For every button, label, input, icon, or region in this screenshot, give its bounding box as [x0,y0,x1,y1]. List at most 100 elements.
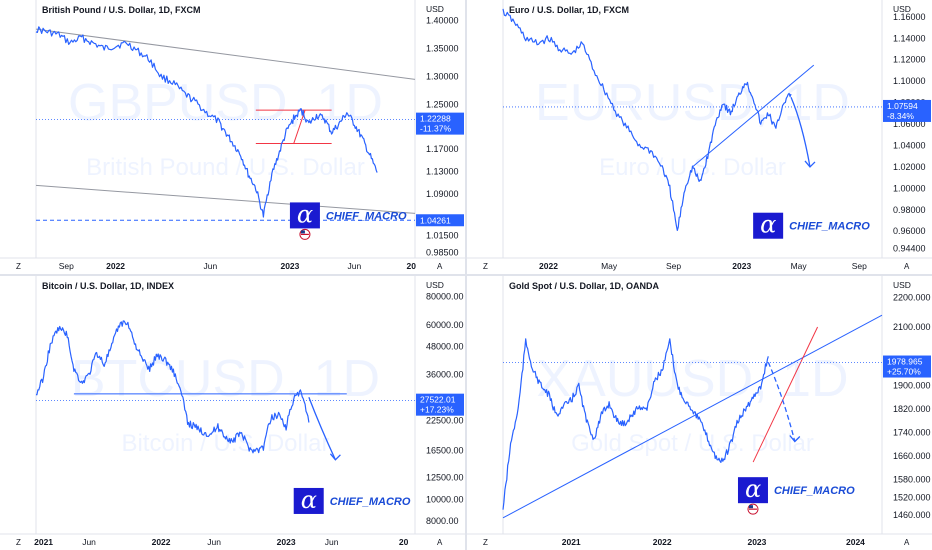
alpha-icon: α [297,200,313,228]
x-tick-label: 2022 [152,537,171,547]
y-tick-label: 10000.00 [426,494,464,504]
y-tick-label: 1.17000 [426,144,459,154]
watermark-symbol: EURUSD, 1D [535,74,850,132]
y-tick-label: 1.10000 [893,76,926,86]
y-tick-label: 0.96000 [893,226,926,236]
x-tick-label: Jun [207,537,221,547]
x-tick-label: Jun [82,537,96,547]
red-trendline [752,326,819,463]
y-tick-label: 1.16000 [893,12,926,22]
price-series-line [35,26,378,218]
alpha-icon: α [301,486,317,514]
y-tick-label: 48000.00 [426,341,464,351]
x-tick-label: Sep [666,261,681,271]
watermark-description: Gold Spot / U.S. Dollar [571,430,814,457]
price-unit: USD [893,280,911,290]
y-tick-label: 1.00000 [893,183,926,193]
x-tick-label: May [791,261,808,271]
price-unit: USD [893,4,911,14]
zoom-button[interactable]: Z [16,262,21,271]
x-tick-label: Jun [348,261,362,271]
current-price-label-bg [883,355,931,378]
y-tick-label: 8000.00 [426,516,459,526]
current-change-label: +25.70% [887,367,921,377]
watermark-description: British Pound / U.S. Dollar [86,154,365,181]
x-tick-label: 2024 [846,537,865,547]
x-tick-label: 2021 [34,537,53,547]
y-tick-label: 1.09000 [426,189,459,199]
chart-panel-xauusd[interactable]: XAUUSD, 1D Gold Spot / U.S. Dollar Gold Sp… [467,276,932,550]
y-tick-label: 1.13000 [426,166,459,176]
x-tick-label: 20 [406,261,416,271]
y-tick-label: 1.25000 [426,99,459,109]
y-tick-label: 0.98000 [893,205,926,215]
chart-title: British Pound / U.S. Dollar, 1D, FXCM [42,5,201,15]
auto-scale-button[interactable]: A [437,262,443,271]
y-tick-label: 2200.000 [893,293,931,303]
forecast-arrow [308,397,336,461]
auto-scale-button[interactable]: A [904,262,910,271]
y-tick-label: 22500.00 [426,415,464,425]
x-tick-label: 2022 [653,537,672,547]
auto-scale-button[interactable]: A [904,538,910,547]
x-tick-label: 20 [399,537,409,547]
price-series-line [502,8,792,231]
current-price-label-bg [883,99,931,122]
x-tick-label: Jun [203,261,217,271]
price-series-line [35,320,310,454]
x-tick-label: 2022 [539,261,558,271]
auto-scale-button[interactable]: A [437,538,443,547]
forecast-arrowhead [329,453,341,461]
y-tick-label: 1.04000 [893,140,926,150]
breakout-line [293,109,306,144]
alpha-icon: α [745,475,761,503]
zoom-button[interactable]: Z [483,538,488,547]
x-tick-label: 2023 [747,537,766,547]
brand-name: CHIEF_MACRO [774,485,855,497]
flag-canton [748,505,753,509]
price-unit: USD [426,4,444,14]
price-series-line [502,338,769,510]
current-price-label: 27522.01 [420,395,456,405]
current-change-label: -11.37% [420,124,451,134]
chart-svg-xauusd: XAUUSD, 1D Gold Spot / U.S. Dollar Gold Sp… [467,276,932,547]
trendline [692,64,815,168]
trendline [35,184,416,214]
y-tick-label: 1820.000 [893,404,931,414]
alpha-icon: α [760,211,776,239]
y-tick-label: 2100.000 [893,322,931,332]
x-tick-label: Sep [59,261,74,271]
y-tick-label: 80000.00 [426,292,464,302]
y-tick-label: 36000.00 [426,370,464,380]
chart-panel-gbpusd[interactable]: GBPUSD, 1D British Pound / U.S. Dollar Bri… [0,0,465,274]
y-tick-label: 1900.000 [893,381,931,391]
chart-title: Euro / U.S. Dollar, 1D, FXCM [509,5,629,15]
y-tick-label: 1.02000 [893,162,926,172]
brand-logo-box [737,477,768,504]
level-label: 1.04261 [420,215,451,225]
current-price-label: 1978.965 [887,357,923,367]
horizontal-separator [0,274,932,276]
current-price-label: 1.07594 [887,101,918,111]
zoom-button[interactable]: Z [16,538,21,547]
watermark-symbol: BTCUSD, 1D [71,350,380,408]
current-change-label: -8.34% [887,111,914,121]
x-tick-label: Sep [852,261,867,271]
forecast-arrowhead [789,435,801,443]
y-tick-label: 1580.000 [893,475,931,485]
y-tick-label: 60000.00 [426,320,464,330]
chart-panel-eurusd[interactable]: EURUSD, 1D Euro / U.S. Dollar Euro / U.S. … [467,0,932,274]
y-tick-label: 1.40000 [426,16,459,26]
x-tick-label: May [601,261,618,271]
current-price-label: 1.22288 [420,114,451,124]
zoom-button[interactable]: Z [483,262,488,271]
forecast-arrow [767,361,796,442]
brand-name: CHIEF_MACRO [789,221,870,233]
chart-panel-btcusd[interactable]: BTCUSD, 1D Bitcoin / U.S. Dollar Bitcoin /… [0,276,465,550]
y-tick-label: 16500.00 [426,445,464,455]
y-tick-label: 0.94400 [893,243,926,253]
x-tick-label: Jun [325,537,339,547]
y-tick-label: 1660.000 [893,451,931,461]
y-tick-label: 1460.000 [893,510,931,520]
